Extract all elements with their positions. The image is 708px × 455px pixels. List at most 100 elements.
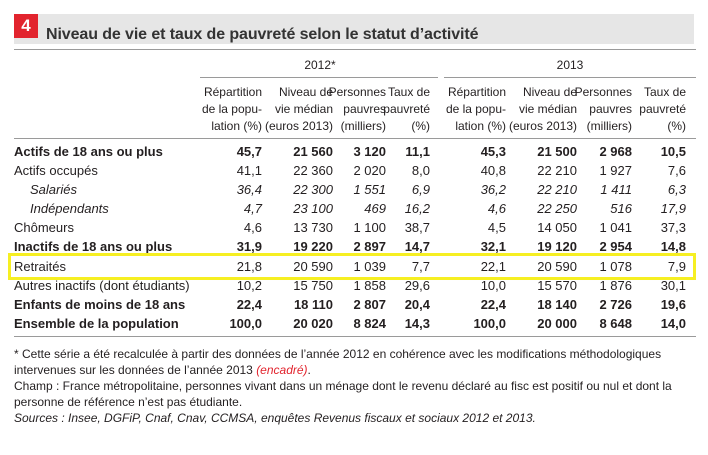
column-header-line: (milliers)	[340, 119, 386, 133]
footnote-champ: Champ : France métropolitaine, personnes…	[14, 379, 672, 409]
table-cell: 22,4	[236, 297, 262, 312]
column-header-line: pauvres	[343, 102, 386, 116]
column-header-line: lation (%)	[211, 119, 262, 133]
column-header-line: pauvres	[589, 102, 632, 116]
header-rule	[14, 138, 696, 139]
table-cell: 16,2	[404, 201, 430, 216]
table-cell: 4,6	[487, 201, 506, 216]
table-cell: 6,9	[411, 182, 430, 197]
column-header-line: Taux de	[387, 85, 430, 99]
table-row: Autres inactifs (dont étudiants) 10,2 15 7…	[14, 278, 694, 297]
table-cell: 10,2	[236, 278, 262, 293]
column-header: Répartition de la popu-lation (%)	[436, 84, 506, 135]
bottom-rule	[14, 336, 696, 337]
column-header-line: (milliers)	[586, 119, 632, 133]
table-cell: 2 968	[599, 144, 632, 159]
encadre-link[interactable]: (encadré)	[256, 363, 308, 377]
table-cell: 8,0	[411, 163, 430, 178]
table-cell: 10,0	[480, 278, 506, 293]
column-header-line: (euros 2013)	[264, 119, 333, 133]
table-cell: 22 210	[537, 163, 577, 178]
footnote-asterisk-text: * Cette série a été recalculée à partir …	[14, 347, 662, 377]
column-header-line: de la popu-	[201, 102, 262, 116]
figure-number-badge: 4	[14, 14, 38, 38]
table-cell: 45,7	[236, 144, 262, 159]
table-cell: 2 807	[353, 297, 386, 312]
table-cell: 1 927	[599, 163, 632, 178]
column-header: Taux de pauvreté (%)	[616, 84, 686, 135]
column-header-line: Répartition	[447, 85, 506, 99]
column-header: Répartition de la popu-lation (%)	[192, 84, 262, 135]
table-cell: 41,1	[236, 163, 262, 178]
table-cell: 1 039	[353, 259, 386, 274]
table-cell: 40,8	[480, 163, 506, 178]
table-cell: 14,8	[660, 239, 686, 254]
table-cell: 20,4	[404, 297, 430, 312]
column-header-line: (%)	[411, 119, 430, 133]
table-cell: 1 041	[599, 220, 632, 235]
column-header-line: (%)	[667, 119, 686, 133]
year-rule-2013	[444, 77, 696, 78]
table-cell: 36,4	[236, 182, 262, 197]
table-cell: 23 100	[293, 201, 333, 216]
table-cell: 100,0	[473, 316, 506, 331]
table-cell: 19,6	[660, 297, 686, 312]
column-header: Taux de pauvreté (%)	[360, 84, 430, 135]
table-cell: 14,3	[404, 316, 430, 331]
column-header: Niveau de vie médian (euros 2013)	[263, 84, 333, 135]
table-cell: 14,7	[404, 239, 430, 254]
table-row: Enfants de moins de 18 ans 22,4 18 110 2 80…	[14, 297, 694, 316]
column-header: Personnes pauvres (milliers)	[316, 84, 386, 135]
table-cell: 469	[364, 201, 386, 216]
column-header-line: de la popu-	[445, 102, 506, 116]
table-cell: 36,2	[480, 182, 506, 197]
table-row: Indépendants 4,7 23 100 469 16,2 4,6 22 250 516…	[14, 201, 694, 220]
year-header-2012: 2012*	[304, 58, 336, 72]
table-cell: 8 648	[599, 316, 632, 331]
figure-title-bar: 4 Niveau de vie et taux de pauvreté selo…	[14, 14, 694, 44]
table-cell: 4,7	[243, 201, 262, 216]
row-label: Enfants de moins de 18 ans	[14, 297, 186, 312]
table-cell: 516	[610, 201, 632, 216]
table-cell: 7,7	[411, 259, 430, 274]
table-cell: 22,4	[480, 297, 506, 312]
table-cell: 8 824	[353, 316, 386, 331]
column-header-line: Personnes	[574, 85, 632, 99]
table-cell: 32,1	[480, 239, 506, 254]
table-cell: 21 560	[293, 144, 333, 159]
table-cell: 19 120	[537, 239, 577, 254]
column-header-line: vie médian	[274, 102, 333, 116]
row-label: Ensemble de la population	[14, 316, 179, 331]
table-cell: 6,3	[667, 182, 686, 197]
table-cell: 4,5	[487, 220, 506, 235]
table-cell: 14,0	[660, 316, 686, 331]
column-header-line: pauvreté	[383, 102, 430, 116]
table-cell: 22 250	[537, 201, 577, 216]
table-cell: 7,6	[667, 163, 686, 178]
column-header-line: vie médian	[518, 102, 577, 116]
year-rule-2012	[200, 77, 438, 78]
table-cell: 15 570	[537, 278, 577, 293]
table-cell: 3 120	[353, 144, 386, 159]
table-row: Inactifs de 18 ans ou plus 31,9 19 220 2 89…	[14, 239, 694, 258]
table-cell: 37,3	[660, 220, 686, 235]
table-cell: 18 110	[293, 297, 333, 312]
table-cell: 21 500	[537, 144, 577, 159]
column-header-line: Niveau de	[522, 85, 577, 99]
footnotes: * Cette série a été recalculée à partir …	[14, 346, 696, 426]
table-cell: 2 726	[599, 297, 632, 312]
table-cell: 20 590	[293, 259, 333, 274]
table-cell: 2 954	[599, 239, 632, 254]
table-cell: 30,1	[660, 278, 686, 293]
table-cell: 4,6	[243, 220, 262, 235]
table-cell: 29,6	[404, 278, 430, 293]
table-cell: 22 360	[293, 163, 333, 178]
table-cell: 31,9	[236, 239, 262, 254]
table-cell: 11,1	[405, 144, 430, 159]
table-cell: 45,3	[480, 144, 506, 159]
table-cell: 10,5	[660, 144, 686, 159]
column-header-line: (euros 2013)	[508, 119, 577, 133]
row-label: Inactifs de 18 ans ou plus	[14, 239, 173, 254]
figure-title: Niveau de vie et taux de pauvreté selon …	[46, 26, 479, 43]
table-row: Chômeurs 4,6 13 730 1 100 38,7 4,5 14 050 1 041…	[14, 220, 694, 239]
